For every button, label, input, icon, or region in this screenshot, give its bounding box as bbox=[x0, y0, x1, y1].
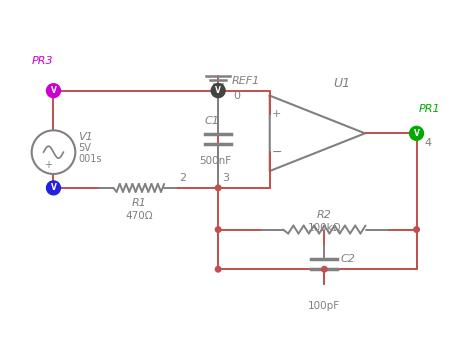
Circle shape bbox=[46, 181, 60, 195]
Text: 4: 4 bbox=[425, 138, 432, 148]
Circle shape bbox=[215, 227, 221, 232]
Text: R2: R2 bbox=[317, 210, 332, 220]
Text: 470Ω: 470Ω bbox=[125, 211, 153, 221]
Circle shape bbox=[215, 266, 221, 272]
Text: +: + bbox=[272, 109, 282, 119]
Circle shape bbox=[215, 185, 221, 191]
Text: −: − bbox=[272, 146, 282, 159]
Text: 2: 2 bbox=[179, 173, 186, 183]
Circle shape bbox=[410, 126, 423, 140]
Text: 100pF: 100pF bbox=[308, 301, 340, 311]
Text: 100kΩ: 100kΩ bbox=[308, 222, 341, 233]
Text: V1: V1 bbox=[78, 132, 93, 142]
Circle shape bbox=[211, 84, 225, 98]
Circle shape bbox=[46, 84, 60, 98]
Text: V: V bbox=[51, 183, 56, 192]
Text: 500nF: 500nF bbox=[199, 156, 231, 166]
Circle shape bbox=[414, 227, 419, 232]
Text: 3: 3 bbox=[223, 173, 229, 183]
Text: V: V bbox=[215, 86, 221, 95]
Text: R1: R1 bbox=[131, 198, 146, 208]
Text: +: + bbox=[45, 160, 53, 170]
Text: 0: 0 bbox=[233, 91, 240, 101]
Text: REF1: REF1 bbox=[232, 76, 260, 86]
Circle shape bbox=[321, 266, 327, 272]
Text: C1: C1 bbox=[204, 116, 219, 126]
Text: V: V bbox=[414, 129, 419, 138]
Text: U1: U1 bbox=[334, 77, 351, 90]
Text: PR3: PR3 bbox=[32, 56, 53, 66]
Text: 5V: 5V bbox=[78, 143, 91, 153]
Text: PR1: PR1 bbox=[419, 103, 440, 113]
Text: C2: C2 bbox=[340, 254, 355, 264]
Circle shape bbox=[215, 88, 221, 93]
Text: 001s: 001s bbox=[78, 154, 102, 164]
Text: V: V bbox=[51, 86, 56, 95]
